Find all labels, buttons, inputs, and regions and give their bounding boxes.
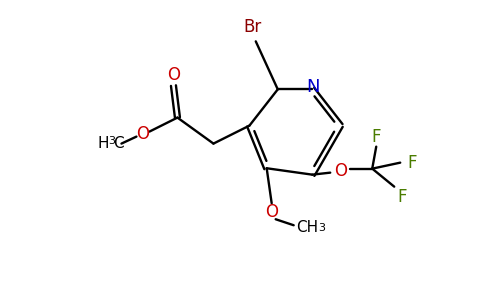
Text: F: F [408,154,417,172]
Text: C: C [113,136,124,151]
Text: N: N [306,78,320,96]
Text: O: O [265,203,278,221]
Text: O: O [167,66,180,84]
Text: H: H [98,136,109,151]
Text: F: F [397,188,407,206]
Text: CH: CH [297,220,319,235]
Text: 3: 3 [108,136,115,146]
Text: F: F [372,128,381,146]
Text: O: O [334,162,347,180]
Text: 3: 3 [318,223,325,233]
Text: Br: Br [243,18,262,36]
Text: O: O [136,124,149,142]
